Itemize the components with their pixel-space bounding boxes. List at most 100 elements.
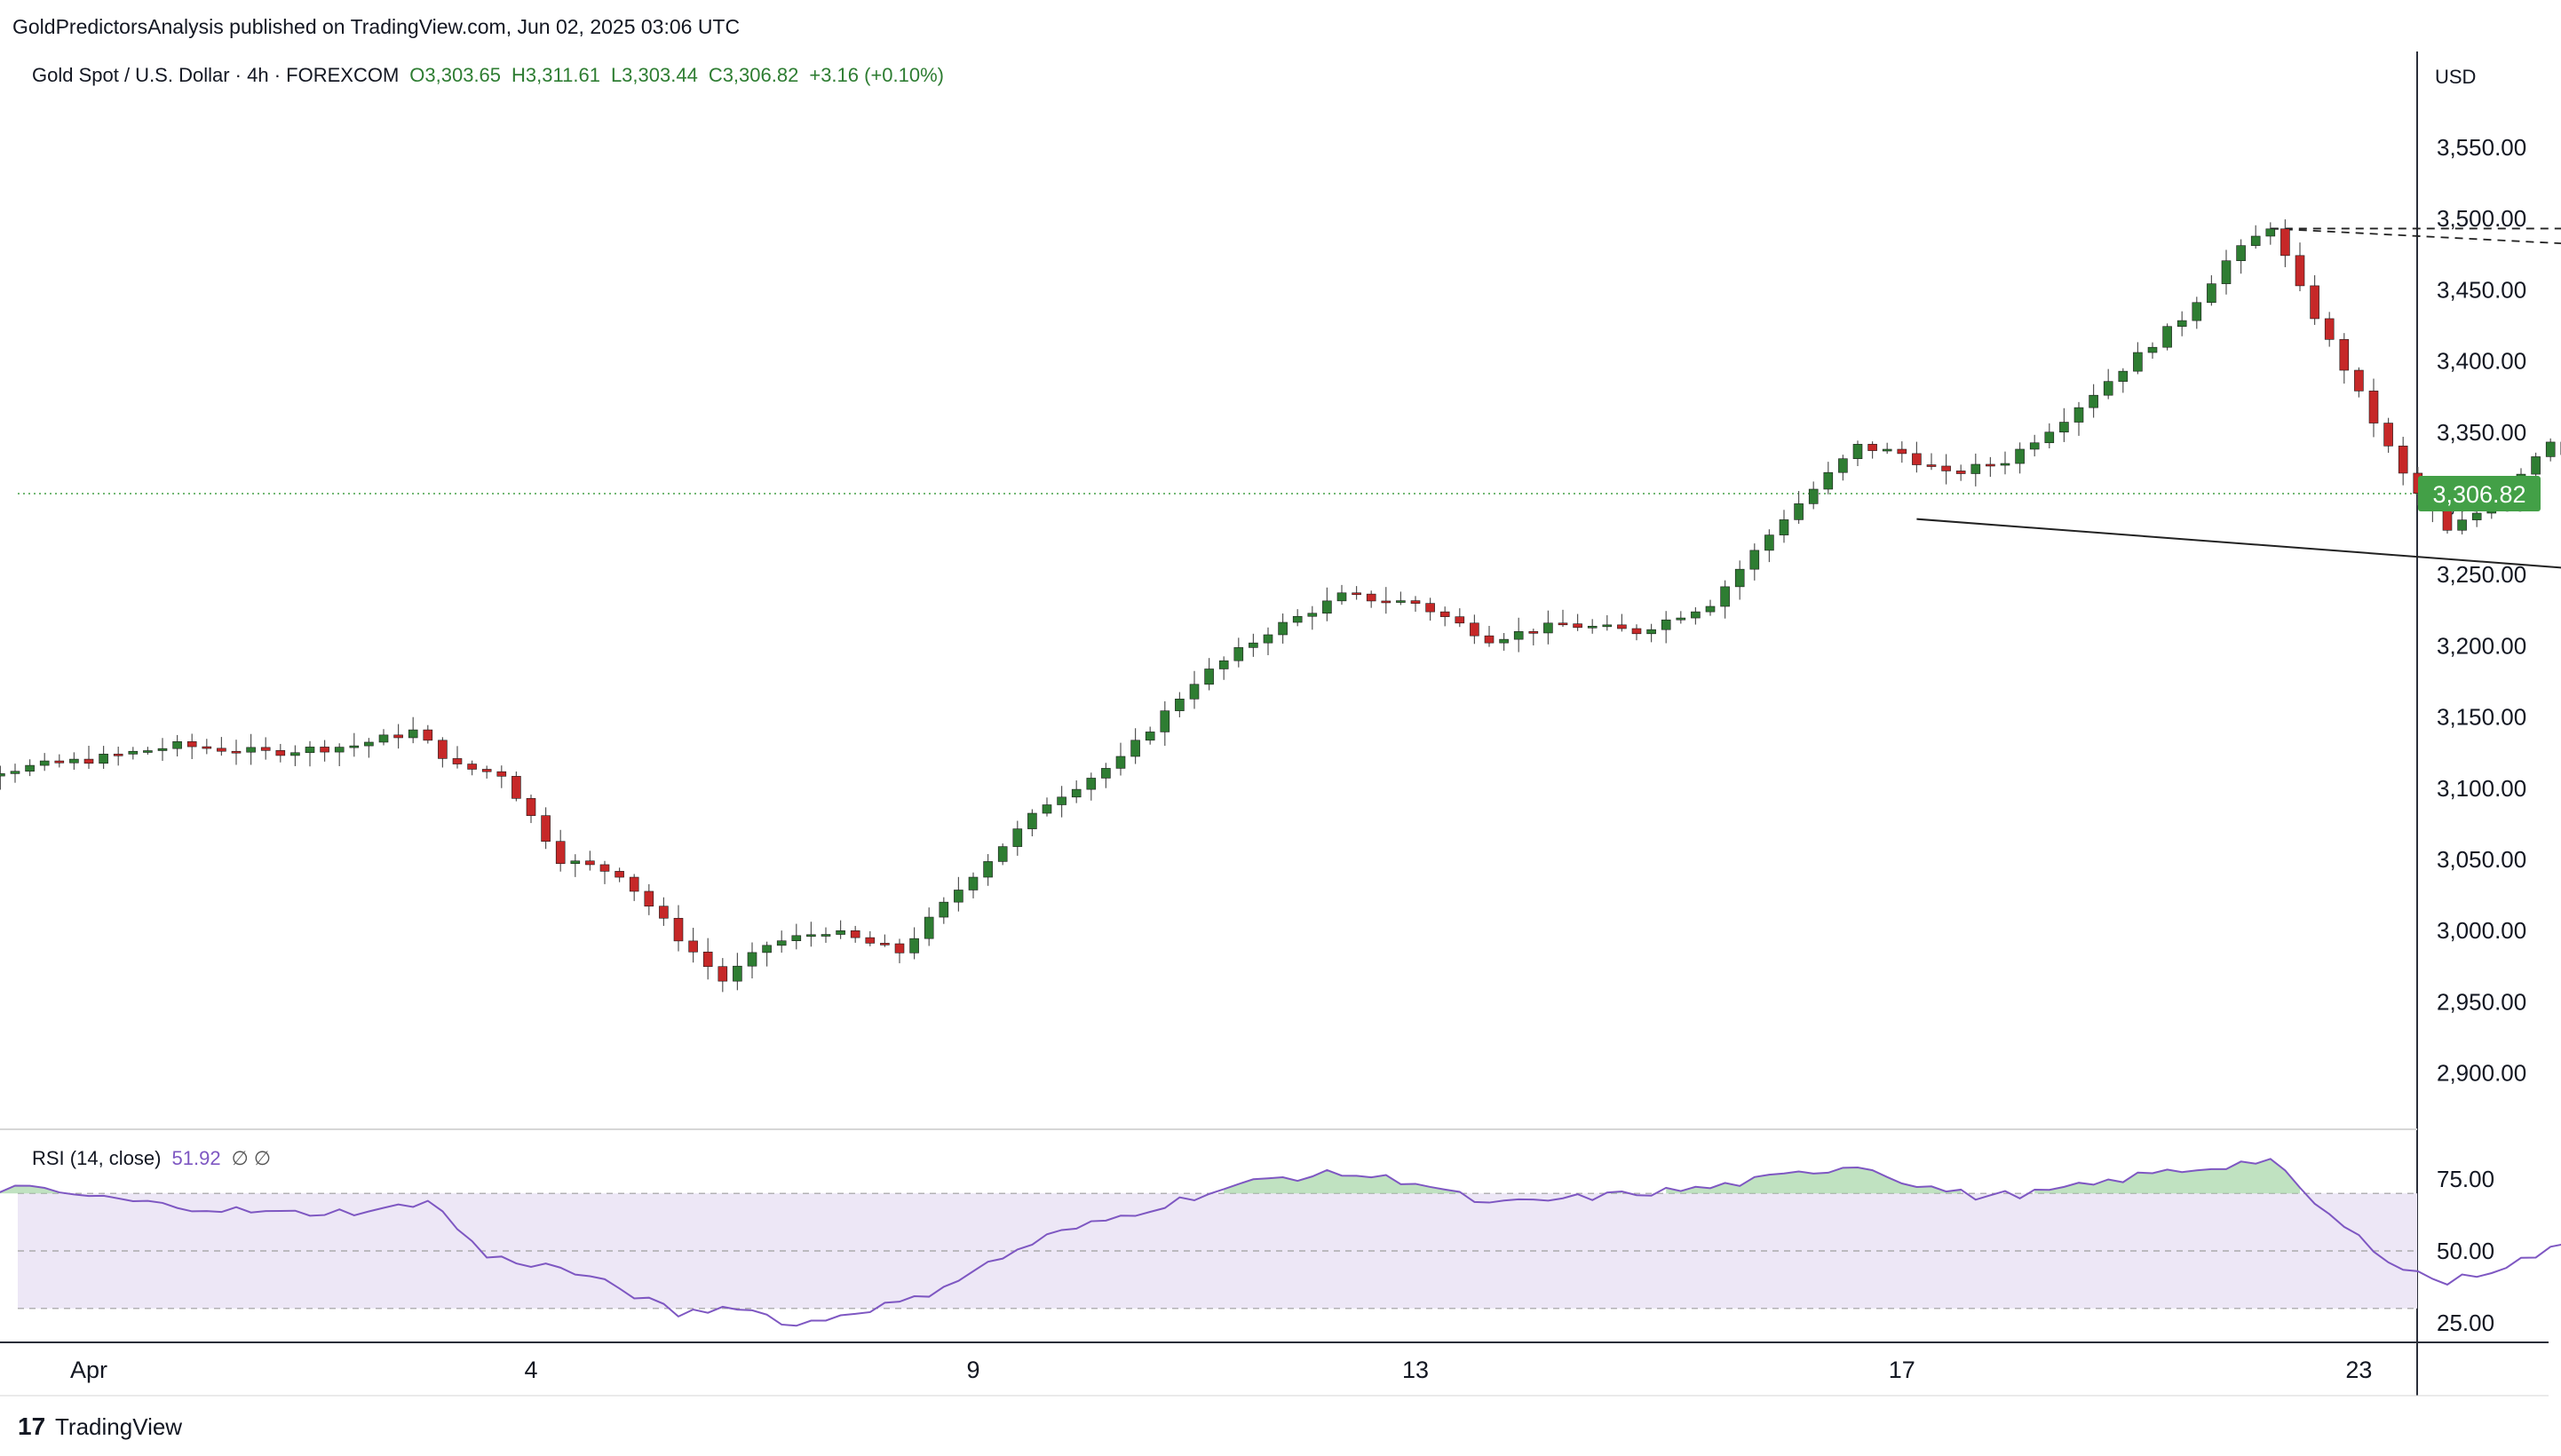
candle-down	[423, 729, 433, 741]
candle-up	[791, 935, 802, 942]
rsi-overbought-fill	[1224, 1169, 1460, 1194]
rsi-line	[0, 1158, 2561, 1327]
candle-down	[467, 764, 477, 770]
candle-up	[1322, 600, 1332, 614]
candle-down	[1439, 611, 1450, 617]
symbol-name: Gold Spot / U.S. Dollar	[32, 64, 230, 86]
candle-down	[1455, 616, 1465, 624]
price-tick-label: 3,100.00	[2437, 775, 2526, 802]
publisher-line: GoldPredictorsAnalysis published on Trad…	[12, 15, 740, 38]
price-tick-label: 2,950.00	[2437, 988, 2526, 1015]
candle-up	[2236, 245, 2246, 262]
candle-up	[364, 741, 374, 747]
candle-up	[2073, 407, 2084, 423]
date-tick-label: 13	[1402, 1357, 1429, 1383]
candle-down	[718, 966, 728, 982]
candle-up	[1278, 621, 1288, 636]
candle-up	[733, 965, 742, 982]
candle-down	[894, 943, 905, 954]
candle-up	[2207, 283, 2216, 304]
candle-down	[1470, 622, 1479, 637]
candle-up	[2471, 512, 2482, 520]
candle-up	[2044, 431, 2055, 444]
footer-brand: TradingView	[55, 1413, 182, 1440]
rsi-layer	[0, 1158, 2561, 1327]
candle-up	[1543, 622, 1553, 634]
candle-down	[2324, 318, 2335, 340]
candle-up	[2457, 519, 2467, 531]
candle-down	[1631, 628, 1642, 635]
currency-label[interactable]: USD	[2435, 66, 2476, 88]
price-tick-label: 3,250.00	[2437, 561, 2526, 588]
date-tick-label: Apr	[70, 1357, 107, 1383]
candle-up	[821, 934, 831, 937]
rsi-legend: RSI (14, close) 51.92 ∅ ∅	[32, 1147, 271, 1169]
candle-up	[1676, 617, 1686, 621]
candle-down	[644, 890, 654, 907]
candle-down	[2280, 228, 2290, 257]
candle-up	[2176, 320, 2187, 328]
candle-down	[1617, 624, 1627, 629]
candle-down	[1955, 471, 1966, 474]
candle-up	[570, 860, 581, 865]
axis-layer: 2,900.00 2,950.00 3,000.00 3,050.00 3,100.00…	[70, 134, 2541, 1383]
candle-up	[1691, 611, 1701, 619]
candle-up	[1720, 586, 1730, 607]
candle-up	[747, 952, 757, 967]
candle-up	[2000, 463, 2010, 466]
candle-down	[54, 760, 65, 764]
candle-up	[1734, 568, 1745, 588]
symbol-exchange: FOREXCOM	[286, 64, 399, 86]
price-tick-label: 3,350.00	[2437, 419, 2526, 446]
price-tick-label: 3,450.00	[2437, 276, 2526, 303]
candle-down	[1867, 444, 1877, 451]
candle-down	[1366, 593, 1376, 602]
candle-up	[1071, 788, 1082, 798]
candle-up	[2147, 346, 2158, 353]
candle-down	[850, 930, 860, 938]
candle-up	[99, 754, 108, 764]
price-tick-label: 3,400.00	[2437, 348, 2526, 375]
price-tick-label: 3,550.00	[2437, 134, 2526, 161]
candle-up	[1218, 660, 1229, 669]
last-price-tag	[2418, 476, 2541, 512]
candle-up	[1292, 615, 1303, 623]
candle-up	[1852, 444, 1863, 459]
last-price-label: 3,306.82	[2432, 481, 2525, 508]
rsi-band-layer	[18, 1192, 2417, 1310]
candle-up	[1307, 613, 1318, 617]
candle-down	[231, 750, 242, 754]
candle-down	[217, 748, 226, 752]
candle-up	[1057, 796, 1066, 805]
candle-down	[629, 876, 639, 892]
candle-up	[1263, 634, 1273, 644]
candle-down	[481, 769, 492, 772]
candle-down	[541, 815, 551, 843]
candle-up	[1882, 448, 1892, 452]
candle-up	[2250, 235, 2261, 246]
candle-up	[25, 764, 35, 772]
ohlc-low: L3,303.44	[611, 64, 698, 86]
candle-down	[83, 758, 94, 764]
candle-down	[1484, 635, 1495, 644]
candle-down	[1425, 603, 1435, 613]
candle-up	[1823, 471, 1834, 490]
candle-down	[496, 771, 507, 777]
price-tick-label: 3,500.00	[2437, 205, 2526, 232]
candle-up	[1115, 756, 1126, 769]
candle-up	[378, 734, 389, 743]
candle-down	[320, 747, 329, 753]
candle-up	[909, 938, 919, 954]
candle-down	[880, 943, 890, 946]
candle-up	[143, 750, 153, 753]
candle-up	[172, 740, 182, 749]
rsi-label: RSI (14, close)	[32, 1147, 162, 1169]
candle-down	[2398, 446, 2408, 474]
candle-up	[1794, 503, 1804, 520]
candle-up	[1764, 534, 1774, 551]
candle-down	[1986, 463, 1995, 467]
candle-down	[585, 860, 595, 866]
candle-up	[1396, 600, 1406, 603]
candle-up	[1175, 698, 1185, 711]
